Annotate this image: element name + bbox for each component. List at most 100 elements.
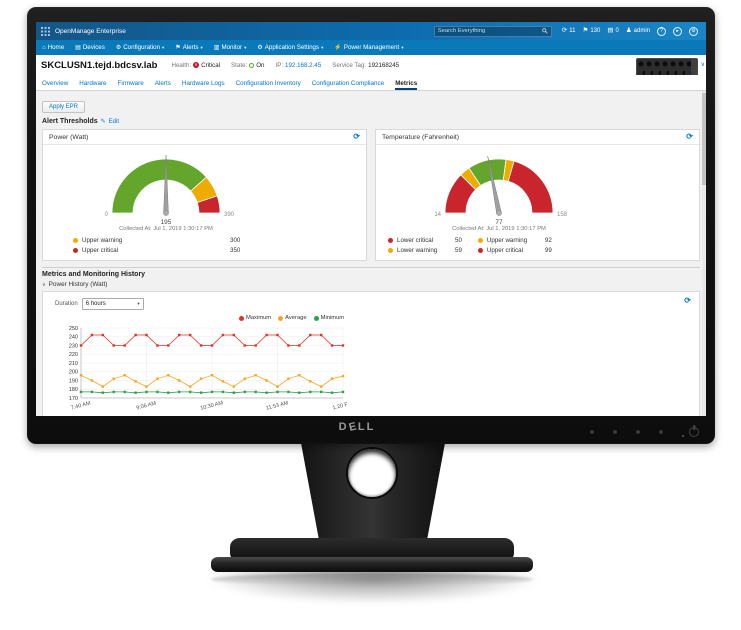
user-menu[interactable]: ♟ admin xyxy=(626,27,650,35)
threshold-row: Lower critical 50 xyxy=(388,235,462,245)
app-grid-icon[interactable] xyxy=(41,26,50,36)
tab-hardware-logs[interactable]: Hardware Logs xyxy=(181,80,225,87)
threshold-row: Upper warning 300 xyxy=(73,235,366,245)
alerts-count: 130 xyxy=(590,28,601,34)
nav-item-alerts[interactable]: ⚑ Alerts ▾ xyxy=(175,44,202,51)
threshold-row: Upper critical 99 xyxy=(477,245,552,255)
threshold-label: Upper critical xyxy=(82,246,119,254)
svg-text:1:20 PM: 1:20 PM xyxy=(332,401,347,412)
application-settings-icon: ⚙ xyxy=(257,44,263,51)
collapse-header-icon[interactable]: ∨ xyxy=(700,62,705,68)
refresh-icon[interactable]: ⟳ xyxy=(686,132,693,141)
chevron-down-icon: ∨ xyxy=(42,281,46,288)
device-ip-link[interactable]: 192.168.2.45 xyxy=(285,61,322,69)
svg-text:230: 230 xyxy=(69,343,78,349)
service-tag-value: 192168245 xyxy=(368,61,400,69)
apply-epr-button[interactable]: Apply EPR xyxy=(42,101,86,113)
chevron-down-icon: ▾ xyxy=(321,44,324,50)
monitor-menu-button[interactable] xyxy=(636,430,640,434)
device-state: State: On xyxy=(231,61,265,69)
edit-thresholds-link[interactable]: Edit xyxy=(108,118,119,125)
nav-item-monitor[interactable]: ▥ Monitor ▾ xyxy=(214,44,247,51)
monitor-menu-button[interactable] xyxy=(613,430,617,434)
dell-logo-letter: E xyxy=(347,420,360,434)
edit-pencil-icon[interactable]: ✎ xyxy=(100,119,106,125)
nav-item-configuration[interactable]: ⚙ Configuration ▾ xyxy=(116,44,164,51)
tab-hardware[interactable]: Hardware xyxy=(79,80,107,87)
scrollbar[interactable] xyxy=(702,91,706,416)
legend-label: Average xyxy=(285,315,307,321)
threshold-row: Lower warning 59 xyxy=(388,245,462,255)
scrollbar-thumb[interactable] xyxy=(702,93,706,185)
power-led xyxy=(682,435,684,437)
nav-item-application-settings[interactable]: ⚙ Application Settings ▾ xyxy=(257,44,323,51)
card-header: Temperature (Fahrenheit) ⟳ xyxy=(376,130,699,145)
monitor-power-button[interactable] xyxy=(689,427,699,437)
metrics-history-section: Metrics and Monitoring History ∨ Power H… xyxy=(42,267,700,416)
power-history-toggle[interactable]: ∨ Power History (Watt) xyxy=(42,280,700,291)
monitor-menu-button[interactable] xyxy=(590,430,594,434)
nav-label: Configuration xyxy=(123,44,161,51)
section-title: Metrics and Monitoring History xyxy=(42,271,146,278)
search-input[interactable] xyxy=(434,28,542,34)
temperature-gauge: 14 158 77 xyxy=(434,156,568,226)
tab-configuration-compliance[interactable]: Configuration Compliance xyxy=(311,80,385,87)
threshold-severity-icon xyxy=(477,247,483,253)
tab-firmware[interactable]: Firmware xyxy=(117,80,144,87)
dell-logo-letter: D xyxy=(338,421,349,433)
tab-configuration-inventory[interactable]: Configuration Inventory xyxy=(235,80,301,87)
nav-item-home[interactable]: ⌂ Home xyxy=(42,44,64,51)
health-critical-icon: ✕ xyxy=(193,62,200,68)
refresh-icon[interactable]: ⟳ xyxy=(684,296,691,305)
nav-item-devices[interactable]: ▤ Devices xyxy=(75,44,105,51)
power-history-chart: 170 180 190 200 210 220 230 240 250 7:40 AM 9:06 A… xyxy=(69,326,347,412)
updates-icon: ▤ xyxy=(607,26,614,34)
svg-text:14: 14 xyxy=(434,212,441,218)
nav-label: Alerts xyxy=(182,44,199,51)
nav-item-power-management[interactable]: ⚡ Power Management ▾ xyxy=(334,44,403,51)
monitor-menu-button[interactable] xyxy=(659,430,663,434)
search-box[interactable] xyxy=(433,25,552,37)
card-title: Temperature (Fahrenheit) xyxy=(382,133,460,141)
topbar: OpenManage Enterprise ⟳11 ⚑130 ▤0 ♟admin? ▸ ⚙ xyxy=(36,22,706,40)
settings-icon[interactable]: ⚙ xyxy=(689,26,698,36)
alert-thresholds-header: Alert Thresholds ✎ Edit xyxy=(42,118,700,125)
svg-text:210: 210 xyxy=(69,361,78,367)
card-header: Power (Watt) ⟳ xyxy=(43,130,366,145)
user-label: admin xyxy=(633,28,650,34)
threshold-value: 50 xyxy=(455,236,462,244)
home-icon: ⌂ xyxy=(42,44,46,51)
threshold-severity-icon xyxy=(73,247,78,253)
chevron-down-icon: ▾ xyxy=(244,44,247,50)
svg-text:240: 240 xyxy=(69,335,78,341)
collected-at: Collected At: Jul 1, 2019 1:30:17 PM xyxy=(452,226,546,232)
duration-label: Duration xyxy=(55,301,78,307)
legend-label: Maximum xyxy=(246,315,272,321)
updates-badge[interactable]: ▤ 0 xyxy=(607,26,619,35)
duration-select[interactable]: 6 hours ▾ xyxy=(81,298,144,310)
threshold-row: Upper critical 350 xyxy=(73,245,366,255)
alerts-icon: ⚑ xyxy=(582,26,589,34)
duration-value: 6 hours xyxy=(85,301,106,307)
tab-overview[interactable]: Overview xyxy=(42,80,69,87)
tab-metrics[interactable]: Metrics xyxy=(395,80,418,90)
power-gauge-card: Power (Watt) ⟳ 0 390 195 Collected At: Jul… xyxy=(42,129,367,261)
device-health: Health: ✕ Critical xyxy=(171,61,221,69)
help-icon[interactable]: ? xyxy=(657,26,666,36)
search-icon[interactable] xyxy=(542,28,548,34)
jobs-badge[interactable]: ⟳ 11 xyxy=(562,27,576,35)
svg-text:180: 180 xyxy=(69,387,78,393)
screen: OpenManage Enterprise ⟳11⚑130▤0♟admin?▸⚙… xyxy=(36,22,706,416)
launch-icon[interactable]: ▸ xyxy=(673,26,682,36)
legend-dot xyxy=(278,315,284,321)
tab-alerts[interactable]: Alerts xyxy=(154,80,171,87)
chevron-down-icon: ▾ xyxy=(200,44,203,50)
refresh-icon[interactable]: ⟳ xyxy=(353,132,360,141)
svg-text:220: 220 xyxy=(69,352,78,358)
monitor-base-front xyxy=(211,557,533,572)
threshold-value: 350 xyxy=(230,246,241,254)
alerts-badge[interactable]: ⚑ 130 xyxy=(582,26,601,35)
state-value: On xyxy=(256,61,265,69)
card-title: Power (Watt) xyxy=(49,133,89,141)
svg-text:170: 170 xyxy=(69,396,78,402)
